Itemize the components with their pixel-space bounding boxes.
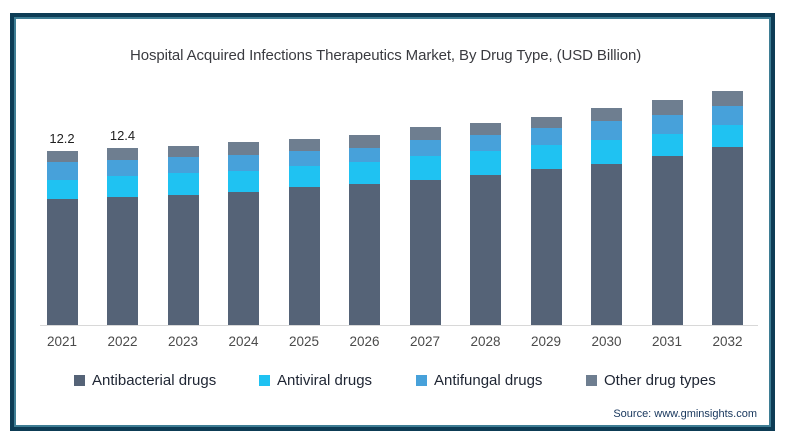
bar-segment-antibacterial xyxy=(591,164,622,325)
bar-segment-antibacterial xyxy=(409,180,441,325)
bar-value-label-2021: 12.2 xyxy=(49,131,75,146)
bar-segment-antiviral xyxy=(712,125,743,147)
x-axis-label-2024: 2024 xyxy=(228,334,259,349)
bar-segment-antiviral xyxy=(46,180,78,199)
x-axis-label-2021: 2021 xyxy=(46,334,78,349)
bar-segment-antiviral xyxy=(651,134,683,156)
bar-segment-other xyxy=(107,148,138,160)
bar-2025 xyxy=(288,139,320,325)
x-axis-label-2023: 2023 xyxy=(167,334,199,349)
legend-item-antiviral: Antiviral drugs xyxy=(259,372,372,389)
bar-segment-other xyxy=(349,135,380,148)
bar-2023 xyxy=(167,146,199,325)
x-axis-label-2025: 2025 xyxy=(288,334,320,349)
x-axis-label-2027: 2027 xyxy=(409,334,441,349)
x-axis-label-2030: 2030 xyxy=(591,334,622,349)
bar-segment-antifungal xyxy=(349,148,380,162)
bar-segment-other xyxy=(409,127,441,140)
bar-segment-antifungal xyxy=(46,162,78,180)
bar-segment-antibacterial xyxy=(228,192,259,325)
x-axis-label-2028: 2028 xyxy=(470,334,501,349)
bar-segment-antiviral xyxy=(349,162,380,184)
bar-segment-other xyxy=(530,117,562,128)
bar-segment-antiviral xyxy=(288,166,320,187)
bar-segment-other xyxy=(228,142,259,155)
bar-segment-other xyxy=(288,139,320,151)
legend-item-antifungal: Antifungal drugs xyxy=(416,372,542,389)
bar-segment-antifungal xyxy=(228,155,259,171)
bar-2022 xyxy=(107,148,138,325)
bar-segment-antibacterial xyxy=(167,195,199,325)
bar-segment-antiviral xyxy=(228,171,259,192)
legend-label: Antibacterial drugs xyxy=(92,372,217,389)
x-axis-label-2022: 2022 xyxy=(107,334,138,349)
bar-segment-antifungal xyxy=(288,151,320,166)
source-attribution: Source: www.gminsights.com xyxy=(613,408,757,420)
bar-segment-antibacterial xyxy=(712,147,743,325)
bar-segment-antiviral xyxy=(107,176,138,197)
bar-segment-other xyxy=(712,91,743,106)
bar-segment-antifungal xyxy=(107,160,138,176)
bar-segment-antifungal xyxy=(470,135,501,151)
bar-2024 xyxy=(228,142,259,325)
bar-segment-antifungal xyxy=(530,128,562,145)
bar-segment-other xyxy=(591,108,622,121)
bar-segment-antiviral xyxy=(591,140,622,164)
bar-2021 xyxy=(46,151,78,325)
bar-segment-other xyxy=(46,151,78,162)
bar-segment-antibacterial xyxy=(470,175,501,325)
bar-2029 xyxy=(530,117,562,325)
bar-segment-antibacterial xyxy=(530,169,562,325)
bar-segment-antifungal xyxy=(651,115,683,134)
bar-value-label-2022: 12.4 xyxy=(109,128,136,143)
legend-label: Antifungal drugs xyxy=(434,372,543,389)
x-axis-label-2032: 2032 xyxy=(712,334,743,349)
bar-segment-antibacterial xyxy=(288,187,320,325)
bar-segment-antiviral xyxy=(530,145,562,169)
bar-2026 xyxy=(349,135,380,325)
bar-segment-antibacterial xyxy=(651,156,683,325)
legend-swatch-icon xyxy=(259,375,270,386)
bar-2028 xyxy=(470,123,501,325)
bar-segment-other xyxy=(167,146,199,157)
legend-label: Antiviral drugs xyxy=(277,372,373,389)
bar-2032 xyxy=(712,91,743,325)
bar-segment-antiviral xyxy=(167,173,199,195)
bar-2030 xyxy=(591,108,622,325)
bar-segment-other xyxy=(470,123,501,135)
x-axis-line xyxy=(40,325,758,326)
bar-segment-antiviral xyxy=(470,151,501,175)
legend-swatch-icon xyxy=(416,375,427,386)
bar-segment-antibacterial xyxy=(349,184,380,325)
chart-frame: Hospital Acquired Infections Therapeutic… xyxy=(10,13,775,431)
bar-2031 xyxy=(651,100,683,325)
legend-label: Other drug types xyxy=(604,372,716,389)
legend-swatch-icon xyxy=(74,375,85,386)
x-axis-label-2026: 2026 xyxy=(349,334,380,349)
bar-segment-antifungal xyxy=(591,121,622,140)
bar-segment-antiviral xyxy=(409,156,441,180)
bar-2027 xyxy=(409,127,441,325)
bar-segment-antifungal xyxy=(409,140,441,156)
legend-swatch-icon xyxy=(586,375,597,386)
x-axis-label-2029: 2029 xyxy=(530,334,562,349)
bar-segment-other xyxy=(651,100,683,115)
x-axis-label-2031: 2031 xyxy=(651,334,683,349)
bar-segment-antifungal xyxy=(712,106,743,125)
bar-segment-antibacterial xyxy=(107,197,138,325)
legend-item-other: Other drug types xyxy=(586,372,716,389)
chart-title: Hospital Acquired Infections Therapeutic… xyxy=(130,47,642,64)
bar-segment-antibacterial xyxy=(46,199,78,325)
chart-plot-area: 12.2 2021 12.4 2022 2023 2024 2025 2026 2027 2028… xyxy=(14,17,771,427)
bar-segment-antifungal xyxy=(167,157,199,173)
legend-item-antibacterial: Antibacterial drugs xyxy=(74,372,216,389)
